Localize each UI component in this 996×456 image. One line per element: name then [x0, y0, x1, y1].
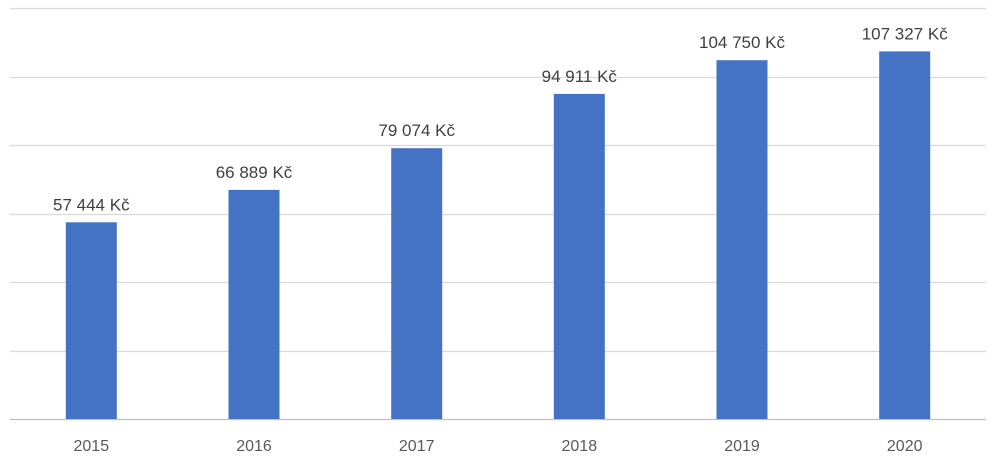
bar-2015	[65, 222, 117, 419]
bar-2016	[228, 189, 280, 419]
data-label-2016: 66 889 Kč	[216, 163, 293, 182]
x-tick-label-2017: 2017	[399, 438, 435, 455]
bar-2017	[391, 148, 443, 419]
x-tick-label-2015: 2015	[74, 438, 110, 455]
data-label-2015: 57 444 Kč	[53, 195, 130, 214]
data-label-2018: 94 911 Kč	[542, 67, 618, 86]
gridlines	[10, 7, 986, 421]
bar-2020	[879, 51, 931, 420]
data-label-2019: 104 750 Kč	[699, 33, 786, 52]
bars	[65, 51, 931, 420]
bar-2018	[553, 93, 605, 420]
bar-2019	[716, 60, 768, 419]
data-labels: 57 444 Kč 66 889 Kč 79 074 Kč 94 911 Kč 104 …	[53, 24, 948, 214]
x-tick-label-2016: 2016	[236, 438, 272, 455]
data-label-2020: 107 327 Kč	[862, 24, 949, 43]
x-tick-label-2020: 2020	[887, 438, 923, 455]
data-label-2017: 79 074 Kč	[378, 121, 455, 140]
x-tick-label-2018: 2018	[562, 438, 598, 455]
x-axis-tick-labels: 2015 2016 2017 2018 2019 2020	[74, 438, 923, 455]
x-tick-label-2019: 2019	[724, 438, 760, 455]
